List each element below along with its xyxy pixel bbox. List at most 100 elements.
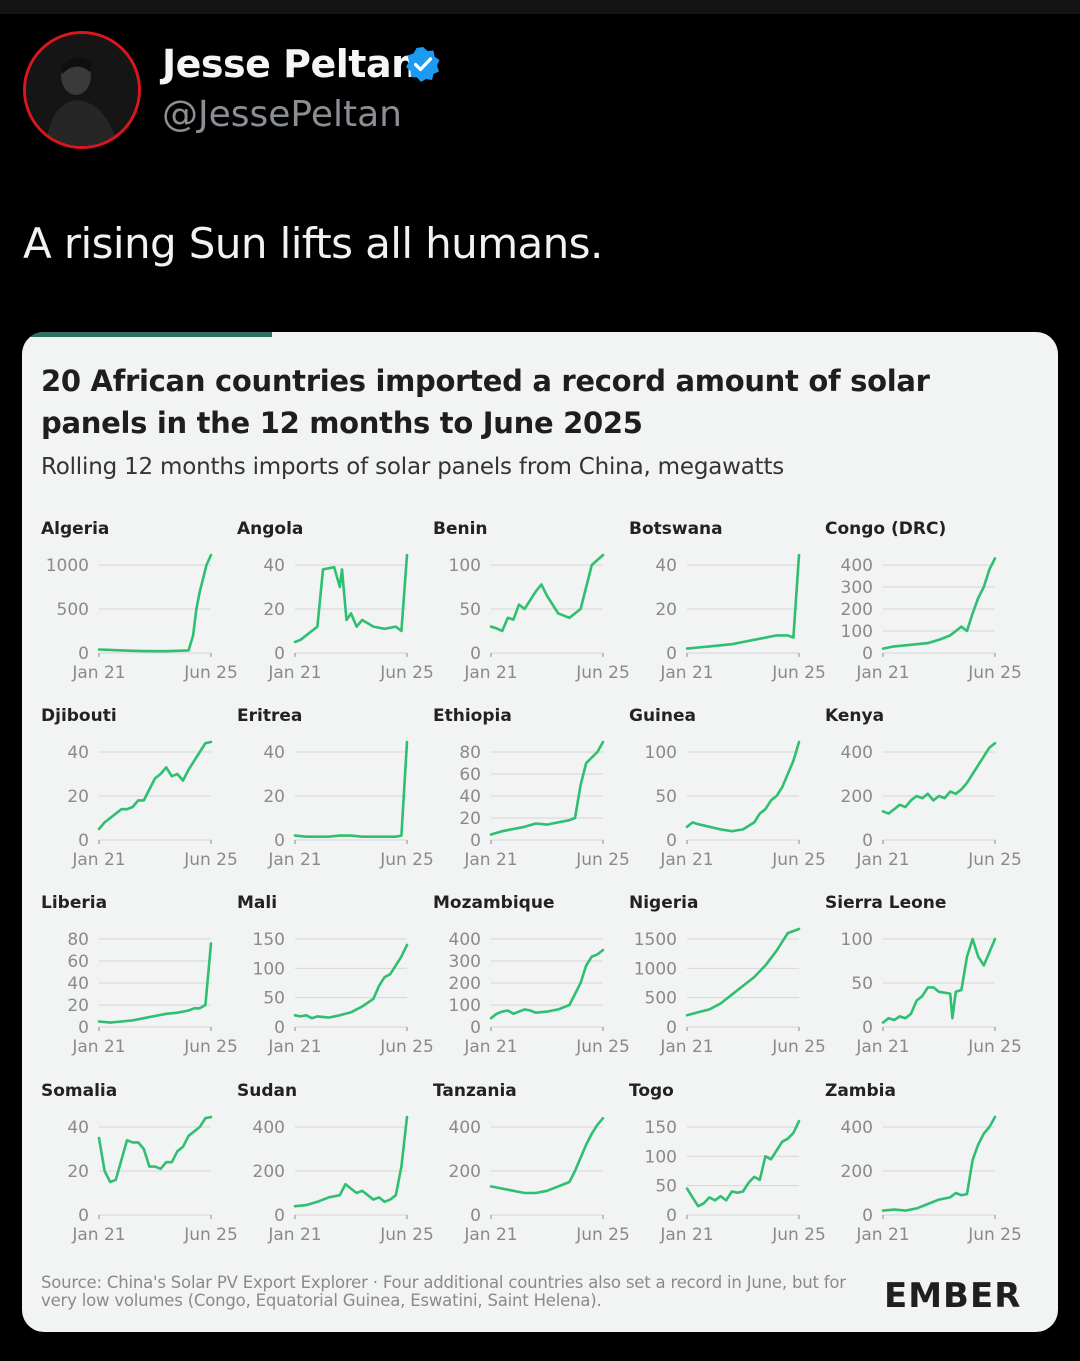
panel-title: Tanzania [433,1081,517,1101]
y-tick-label: 50 [459,600,481,620]
author-name[interactable]: Jesse Peltan [162,42,418,86]
y-tick-label: 40 [67,1118,89,1138]
panel-nigeria: Nigeria 0 500 1000 1500 Jan 21 Jun 25 [629,893,826,1057]
verified-badge-icon [406,47,440,82]
x-tick-label: Jun 25 [967,850,1022,870]
panel-algeria: Algeria 0 500 1000 Jan 21 Jun 25 [41,519,238,683]
y-tick-label: 80 [459,743,481,763]
series-line [293,553,409,644]
y-tick-label: 40 [67,743,89,763]
x-tick-label: Jun 25 [379,1225,434,1245]
panel-title: Djibouti [41,706,117,726]
panel-zambia: Zambia 0 200 400 Jan 21 Jun 25 [825,1081,1022,1245]
panel-title: Angola [237,519,303,539]
y-tick-label: 400 [449,930,481,950]
panel-title: Sudan [237,1081,297,1101]
x-tick-label: Jun 25 [183,663,238,683]
x-tick-label: Jun 25 [379,663,434,683]
x-tick-label: Jan 21 [659,850,713,870]
avatar[interactable] [23,31,141,149]
series-line [489,1116,605,1195]
y-tick-label: 1000 [634,959,677,979]
x-tick-label: Jun 25 [575,850,630,870]
y-tick-label: 0 [862,1206,873,1226]
panel-title: Mali [237,893,277,913]
y-tick-label: 0 [862,831,873,851]
y-tick-label: 0 [666,644,677,664]
panel-sierra-leone: Sierra Leone 0 50 100 Jan 21 Jun 25 [825,893,1022,1057]
author-handle[interactable]: @JessePeltan [162,94,402,135]
y-tick-label: 400 [841,556,873,576]
y-tick-label: 200 [841,1162,873,1182]
panel-title: Botswana [629,519,723,539]
x-tick-label: Jun 25 [771,850,826,870]
x-tick-label: Jan 21 [463,663,517,683]
series-line [489,948,605,1020]
y-tick-label: 0 [666,1018,677,1038]
panel-title: Algeria [41,519,109,539]
y-tick-label: 60 [67,952,89,972]
y-tick-label: 0 [78,644,89,664]
panel-title: Sierra Leone [825,893,946,913]
x-tick-label: Jan 21 [855,1225,909,1245]
y-tick-label: 0 [862,1018,873,1038]
y-tick-label: 200 [253,1162,285,1182]
chart-subtitle: Rolling 12 months imports of solar panel… [41,454,785,480]
panel-kenya: Kenya 0 200 400 Jan 21 Jun 25 [825,706,1022,870]
x-tick-label: Jun 25 [379,1037,434,1057]
x-tick-label: Jun 25 [967,1225,1022,1245]
panel-title: Togo [629,1081,674,1101]
x-tick-label: Jun 25 [183,850,238,870]
y-tick-label: 400 [449,1118,481,1138]
y-tick-label: 400 [841,1118,873,1138]
y-tick-label: 80 [67,930,89,950]
y-tick-label: 200 [449,974,481,994]
x-tick-label: Jun 25 [771,1037,826,1057]
y-tick-label: 100 [841,930,873,950]
y-tick-label: 500 [645,989,677,1009]
y-tick-label: 0 [274,644,285,664]
y-tick-label: 40 [459,787,481,807]
panel-somalia: Somalia 0 20 40 Jan 21 Jun 25 [41,1081,238,1245]
y-tick-label: 0 [470,1018,481,1038]
x-tick-label: Jun 25 [183,1225,238,1245]
x-tick-label: Jan 21 [659,663,713,683]
card-accent-bar [22,332,272,337]
y-tick-label: 0 [274,1206,285,1226]
x-tick-label: Jan 21 [71,850,125,870]
series-line [881,1115,997,1212]
y-tick-label: 0 [78,1206,89,1226]
x-tick-label: Jun 25 [771,1225,826,1245]
y-tick-label: 40 [263,743,285,763]
y-tick-label: 20 [459,809,481,829]
panel-togo: Togo 0 50 100 150 Jan 21 Jun 25 [629,1081,826,1245]
y-tick-label: 200 [841,600,873,620]
x-tick-label: Jan 21 [71,1225,125,1245]
series-line [881,557,997,650]
x-tick-label: Jun 25 [771,663,826,683]
y-tick-label: 20 [263,787,285,807]
top-bar [0,0,1080,14]
series-line [685,927,801,1017]
series-line [489,740,605,836]
y-tick-label: 100 [841,622,873,642]
panel-title: Liberia [41,893,107,913]
series-line [97,553,213,653]
x-tick-label: Jan 21 [267,1225,321,1245]
series-line [881,937,997,1024]
y-tick-label: 20 [67,787,89,807]
x-tick-label: Jun 25 [575,663,630,683]
x-tick-label: Jun 25 [967,1037,1022,1057]
y-tick-label: 1500 [634,930,677,950]
panel-eritrea: Eritrea 0 20 40 Jan 21 Jun 25 [237,706,434,870]
y-tick-label: 1000 [46,556,89,576]
panel-title: Congo (DRC) [825,519,946,539]
chart-card[interactable]: 20 African countries imported a record a… [22,332,1058,1332]
panel-title: Guinea [629,706,696,726]
panel-mali: Mali 0 50 100 150 Jan 21 Jun 25 [237,893,434,1057]
series-line [97,942,213,1024]
y-tick-label: 0 [470,1206,481,1226]
